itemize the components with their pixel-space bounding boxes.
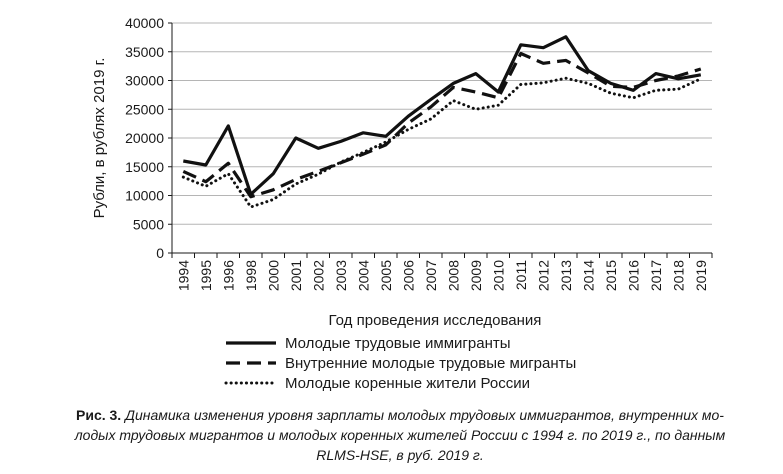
y-tick-label: 40000 bbox=[125, 15, 164, 31]
y-tick-label: 25000 bbox=[125, 101, 164, 117]
x-tick-label: 1998 bbox=[243, 260, 259, 291]
x-tick-label: 2014 bbox=[580, 260, 596, 291]
series-line-solid bbox=[183, 35, 702, 196]
x-tick-label: 1996 bbox=[220, 260, 236, 291]
caption-text-line-2: лодых трудовых мигрантов и молодых корен… bbox=[74, 427, 726, 443]
legend-label: Молодые коренные жители России bbox=[285, 375, 530, 392]
y-tick-label: 0 bbox=[156, 245, 164, 261]
legend-label: Молодые трудовые иммигранты bbox=[285, 335, 511, 352]
x-tick-labels: 1994 1995 1996 1998 2000 2001 2002 2003 2004 2005… bbox=[175, 260, 709, 291]
x-tick-label: 2004 bbox=[355, 260, 371, 291]
x-tick-label: 1994 bbox=[175, 260, 191, 291]
caption-text-line-1: Динамика изменения уровня зарплаты молод… bbox=[125, 407, 724, 423]
y-tick-labels: 0 5000 10000 15000 20000 25000 30000 35000 40000 bbox=[125, 15, 164, 261]
legend: Молодые трудовые иммигранты Внутренние мо… bbox=[224, 335, 576, 392]
x-tick-label: 2003 bbox=[333, 260, 349, 291]
x-tick-label: 2016 bbox=[625, 260, 641, 291]
x-tick-label: 2007 bbox=[423, 260, 439, 291]
series-line-dotted bbox=[181, 76, 703, 209]
y-tick-label: 35000 bbox=[125, 44, 164, 60]
x-tick-label: 2002 bbox=[310, 260, 326, 291]
x-tick-label: 2010 bbox=[490, 260, 506, 291]
x-tick-label: 2011 bbox=[513, 260, 529, 290]
x-tick-label: 2012 bbox=[535, 260, 551, 291]
x-tick-label: 2008 bbox=[445, 260, 461, 291]
axes bbox=[168, 22, 713, 258]
x-axis-label: Год проведения исследования bbox=[329, 312, 542, 329]
y-axis-label: Рубли, в рублях 2019 г. bbox=[91, 58, 108, 219]
x-tick-label: 2009 bbox=[468, 260, 484, 291]
y-tick-label: 10000 bbox=[125, 188, 164, 204]
x-tick-label: 2018 bbox=[670, 260, 686, 291]
x-tick-label: 2015 bbox=[603, 260, 619, 291]
series-lines bbox=[181, 35, 703, 209]
x-tick-label: 2017 bbox=[648, 260, 664, 291]
x-tick-label: 2001 bbox=[288, 260, 304, 291]
x-tick-label: 2006 bbox=[400, 260, 416, 291]
y-tick-label: 5000 bbox=[133, 216, 164, 232]
x-tick-label: 2000 bbox=[265, 260, 281, 291]
y-tick-label: 20000 bbox=[125, 130, 164, 146]
caption-label: Рис. 3. bbox=[76, 407, 122, 423]
line-chart: 0 5000 10000 15000 20000 25000 30000 35000 40000… bbox=[91, 15, 713, 392]
legend-label: Внутренние молодые трудовые мигранты bbox=[285, 355, 576, 372]
y-tick-label: 30000 bbox=[125, 73, 164, 89]
y-tick-label: 15000 bbox=[125, 159, 164, 175]
x-tick-label: 1995 bbox=[198, 260, 214, 291]
x-tick-label: 2019 bbox=[693, 260, 709, 291]
caption-text-line-3: RLMS-HSE, в руб. 2019 г. bbox=[316, 447, 484, 463]
x-tick-label: 2005 bbox=[378, 260, 394, 291]
x-tick-label: 2013 bbox=[558, 260, 574, 291]
figure-caption: Рис. 3. Динамика изменения уровня зарпла… bbox=[20, 405, 780, 465]
series-line-dashed bbox=[182, 51, 702, 199]
